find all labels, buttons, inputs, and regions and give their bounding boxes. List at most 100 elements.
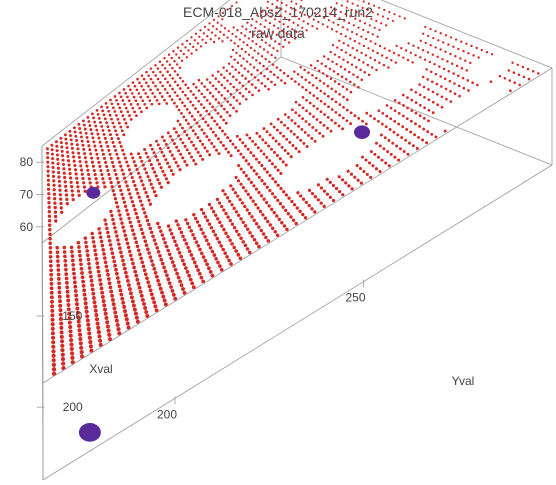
surface-point (205, 99, 209, 102)
surface-point (360, 78, 363, 81)
surface-point (120, 192, 124, 197)
surface-point (220, 204, 224, 209)
surface-point (262, 127, 266, 131)
surface-point (175, 63, 179, 66)
surface-point (360, 35, 363, 38)
surface-point (379, 133, 383, 137)
surface-point (322, 189, 327, 193)
surface-point (464, 59, 467, 62)
surface-point (293, 121, 297, 125)
surface-point (96, 156, 100, 160)
surface-point (90, 283, 95, 288)
surface-point (186, 97, 190, 100)
surface-point (459, 57, 462, 60)
surface-point (148, 159, 152, 163)
surface-point (56, 157, 60, 161)
surface-point (64, 276, 69, 281)
surface-point (117, 184, 122, 189)
surface-point (117, 242, 121, 246)
surface-point (191, 232, 195, 237)
surface-point (366, 8, 369, 12)
surface-point (367, 73, 371, 77)
surface-point (128, 114, 131, 117)
surface-point (261, 213, 265, 217)
surface-point (371, 164, 375, 168)
surface-point (522, 75, 526, 79)
surface-point (223, 132, 227, 136)
surface-point (429, 27, 432, 31)
surface-point (136, 77, 139, 81)
surface-point (130, 257, 134, 262)
surface-point (250, 215, 254, 219)
surface-point (280, 145, 284, 149)
surface-point (248, 230, 252, 235)
surface-point (107, 172, 111, 177)
surface-point (289, 155, 293, 159)
surface-point (241, 25, 244, 28)
surface-point (126, 95, 129, 99)
surface-point (63, 180, 67, 184)
surface-point (93, 120, 97, 124)
surface-point (230, 222, 235, 226)
surface-point (48, 232, 52, 237)
surface-point (323, 102, 327, 106)
surface-point (210, 141, 214, 145)
surface-point (296, 73, 300, 76)
surface-point (110, 293, 115, 298)
surface-point (73, 168, 78, 172)
surface-point (233, 42, 236, 45)
surface-point (172, 127, 176, 131)
surface-point (131, 261, 135, 266)
surface-point (102, 256, 107, 260)
surface-point (178, 279, 182, 284)
surface-point (148, 226, 153, 231)
surface-point (63, 263, 68, 268)
surface-point (275, 66, 279, 69)
surface-point (64, 272, 69, 276)
surface-point (84, 131, 88, 135)
surface-point (302, 141, 306, 145)
surface-point (168, 134, 172, 138)
surface-point (237, 164, 241, 168)
surface-point (254, 157, 258, 161)
surface-point (162, 154, 166, 158)
surface-point (168, 63, 172, 67)
surface-point (252, 66, 256, 69)
surface-point (84, 244, 89, 249)
surface-point (280, 8, 283, 11)
surface-point (161, 74, 165, 77)
surface-point (426, 51, 430, 54)
surface-point (234, 249, 238, 253)
surface-point (267, 144, 271, 148)
surface-point (285, 137, 289, 141)
surface-point (214, 108, 217, 112)
surface-point (187, 225, 192, 229)
surface-point (251, 93, 254, 97)
surface-point (366, 63, 370, 67)
surface-point (275, 128, 279, 132)
surface-point (133, 84, 137, 88)
surface-point (241, 220, 245, 225)
surface-point (92, 244, 97, 248)
surface-point (414, 90, 418, 94)
surface-point (234, 210, 239, 214)
surface-point (226, 136, 230, 140)
surface-point (311, 83, 315, 87)
surface-point (349, 172, 354, 176)
surface-point (176, 164, 180, 168)
surface-point (150, 147, 154, 151)
surface-point (338, 17, 341, 20)
surface-point (258, 29, 261, 32)
surface-point (51, 371, 57, 376)
surface-point (59, 141, 63, 145)
surface-point (65, 146, 69, 150)
surface-point (414, 101, 418, 104)
surface-point (439, 32, 442, 35)
surface-point (347, 70, 351, 74)
surface-point (244, 144, 247, 148)
surface-point (75, 139, 79, 142)
surface-point (121, 258, 125, 263)
surface-point (179, 49, 183, 53)
surface-point (443, 77, 447, 81)
surface-point (329, 77, 333, 80)
